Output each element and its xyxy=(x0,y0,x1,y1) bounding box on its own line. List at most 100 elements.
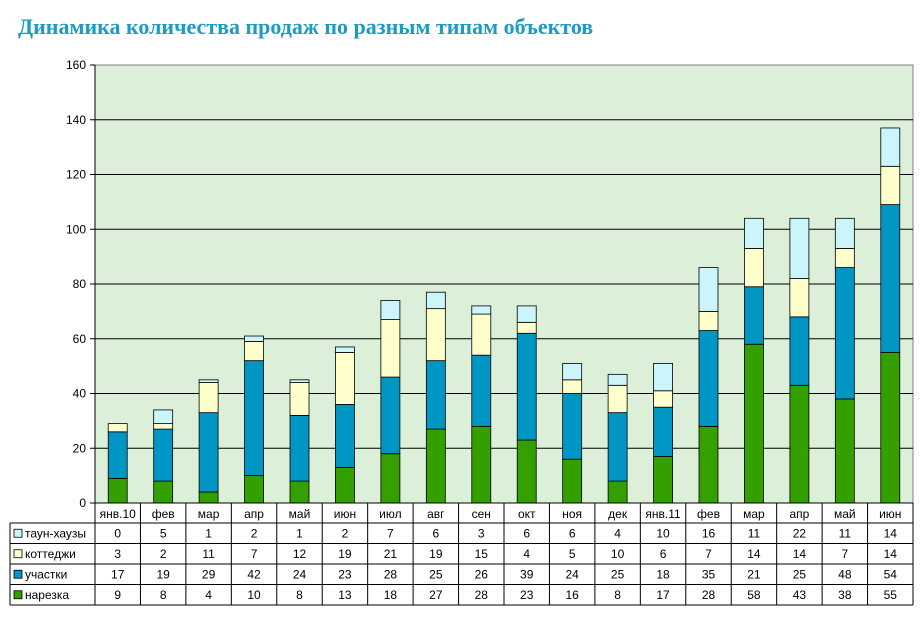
bar-segment xyxy=(516,332,537,441)
bar-segment xyxy=(789,278,810,318)
data-label: 2 xyxy=(160,547,167,561)
chart-title: Динамика количества продаж по разным тип… xyxy=(18,14,594,39)
data-label: 14 xyxy=(884,547,898,561)
legend-key xyxy=(13,569,23,579)
x-tick-label: апр xyxy=(789,507,809,521)
bar-segment xyxy=(516,305,537,323)
x-tick-label: ноя xyxy=(562,507,582,521)
data-label: 17 xyxy=(656,588,670,602)
bar-segment xyxy=(653,406,673,457)
data-label: 22 xyxy=(793,526,807,540)
bar-segment xyxy=(516,439,537,504)
y-tick-label: 0 xyxy=(79,496,86,510)
data-label: 6 xyxy=(569,526,576,540)
bar-segment xyxy=(380,300,401,320)
data-label: 28 xyxy=(702,588,716,602)
y-tick-label: 80 xyxy=(73,277,87,291)
data-label: 21 xyxy=(384,547,398,561)
data-label: 25 xyxy=(429,567,443,581)
bar-segment xyxy=(107,477,128,504)
y-tick-label: 120 xyxy=(66,168,86,182)
data-label: 1 xyxy=(205,526,212,540)
data-label: 38 xyxy=(838,588,852,602)
bar-segment xyxy=(289,379,310,383)
x-tick-label: июн xyxy=(334,507,356,521)
x-tick-label: дек xyxy=(608,507,628,521)
data-label: 14 xyxy=(793,547,807,561)
bar-segment xyxy=(425,308,446,362)
data-label: 28 xyxy=(384,567,398,581)
y-tick-label: 40 xyxy=(73,387,87,401)
x-tick-label: янв.11 xyxy=(645,507,681,521)
y-tick-label: 140 xyxy=(66,113,86,127)
bar-segment xyxy=(562,393,583,460)
data-label: 4 xyxy=(523,547,530,561)
bar-segment xyxy=(380,319,401,378)
x-tick-label: май xyxy=(834,507,856,521)
bar-segment xyxy=(289,414,310,482)
bar-segment xyxy=(653,362,673,392)
data-label: 24 xyxy=(565,567,579,581)
data-label: 6 xyxy=(432,526,439,540)
bar-segment xyxy=(335,352,355,405)
bar-segment xyxy=(607,412,628,482)
data-label: 10 xyxy=(247,588,261,602)
data-label: 26 xyxy=(475,567,489,581)
bar-segment xyxy=(471,354,492,427)
data-label: 11 xyxy=(202,547,215,561)
bar-segment xyxy=(198,491,219,504)
data-label: 6 xyxy=(660,547,667,561)
data-label: 8 xyxy=(614,588,621,602)
bar-segment xyxy=(153,423,174,430)
data-label: 24 xyxy=(293,567,307,581)
legend-label: таун-хаузы xyxy=(25,526,86,540)
bar-segment xyxy=(744,343,764,504)
data-label: 48 xyxy=(838,567,852,581)
bar-segment xyxy=(516,321,537,334)
data-label: 18 xyxy=(656,567,670,581)
bar-segment xyxy=(880,204,901,353)
data-label: 11 xyxy=(748,526,761,540)
data-label: 28 xyxy=(475,588,489,602)
bar-segment xyxy=(744,217,764,249)
data-label: 25 xyxy=(611,567,625,581)
data-label: 3 xyxy=(478,526,485,540)
x-tick-label: мар xyxy=(743,507,765,521)
data-label: 15 xyxy=(475,547,489,561)
x-tick-label: авг xyxy=(427,507,445,521)
data-label: 54 xyxy=(884,567,898,581)
data-label: 14 xyxy=(747,547,761,561)
bar-segment xyxy=(107,423,128,433)
bar-segment xyxy=(153,480,174,504)
data-label: 4 xyxy=(614,526,621,540)
x-tick-label: июл xyxy=(379,507,401,521)
bar-segment xyxy=(107,431,128,479)
data-label: 14 xyxy=(884,526,898,540)
bar-segment xyxy=(244,360,264,477)
bar-segment xyxy=(289,480,310,504)
x-tick-label: мар xyxy=(198,507,220,521)
x-tick-label: май xyxy=(289,507,311,521)
bar-segment xyxy=(244,341,264,362)
bar-segment xyxy=(744,248,764,288)
data-label: 17 xyxy=(111,567,125,581)
bar-segment xyxy=(471,425,492,504)
bar-segment xyxy=(244,335,264,342)
data-label: 7 xyxy=(387,526,394,540)
bar-segment xyxy=(380,376,401,455)
bar-segment xyxy=(698,267,719,312)
data-label: 7 xyxy=(841,547,848,561)
data-label: 27 xyxy=(429,588,443,602)
data-label: 7 xyxy=(251,547,258,561)
data-label: 5 xyxy=(569,547,576,561)
bar-segment xyxy=(562,379,583,394)
y-tick-label: 160 xyxy=(66,58,86,72)
x-tick-label: окт xyxy=(518,507,536,521)
bar-segment xyxy=(880,165,901,206)
x-tick-label: апр xyxy=(244,507,264,521)
data-label: 16 xyxy=(565,588,579,602)
bar-segment xyxy=(471,313,492,356)
bar-segment xyxy=(198,412,219,493)
data-label: 43 xyxy=(793,588,807,602)
bar-segment xyxy=(880,127,901,167)
